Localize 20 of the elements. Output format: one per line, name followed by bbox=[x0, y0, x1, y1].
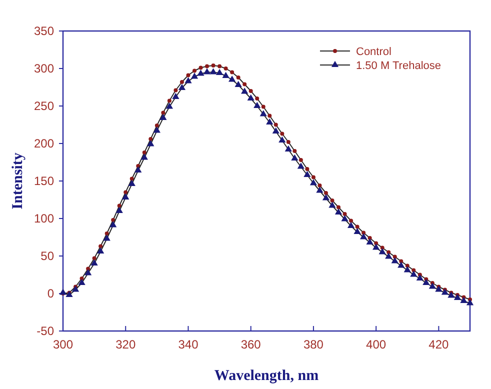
y-axis-title: Intensity bbox=[10, 152, 26, 210]
y-tick-label: 250 bbox=[34, 98, 54, 113]
legend-label: Control bbox=[356, 46, 392, 58]
x-tick-label: 400 bbox=[366, 338, 386, 352]
y-tick-label: 200 bbox=[34, 136, 54, 150]
x-tick-label: 340 bbox=[178, 338, 199, 352]
x-tick-label: 360 bbox=[240, 338, 262, 352]
y-tick-label: 300 bbox=[34, 61, 54, 76]
y-tick-label: 0 bbox=[47, 286, 54, 300]
y-tick-label: 150 bbox=[34, 174, 54, 188]
x-tick-label: 300 bbox=[52, 338, 74, 352]
x-tick-label: 320 bbox=[116, 338, 136, 352]
y-tick-label: 350 bbox=[34, 24, 54, 38]
x-tick-label: 420 bbox=[428, 338, 450, 352]
x-axis-title: Wavelength, nm bbox=[214, 368, 320, 384]
x-tick-label: 380 bbox=[303, 338, 324, 352]
y-tick-label: 50 bbox=[40, 248, 54, 263]
legend-label: 1.50 M Trehalose bbox=[356, 60, 441, 72]
y-tick-label: 100 bbox=[34, 211, 54, 226]
y-tick-label: -50 bbox=[36, 324, 54, 338]
